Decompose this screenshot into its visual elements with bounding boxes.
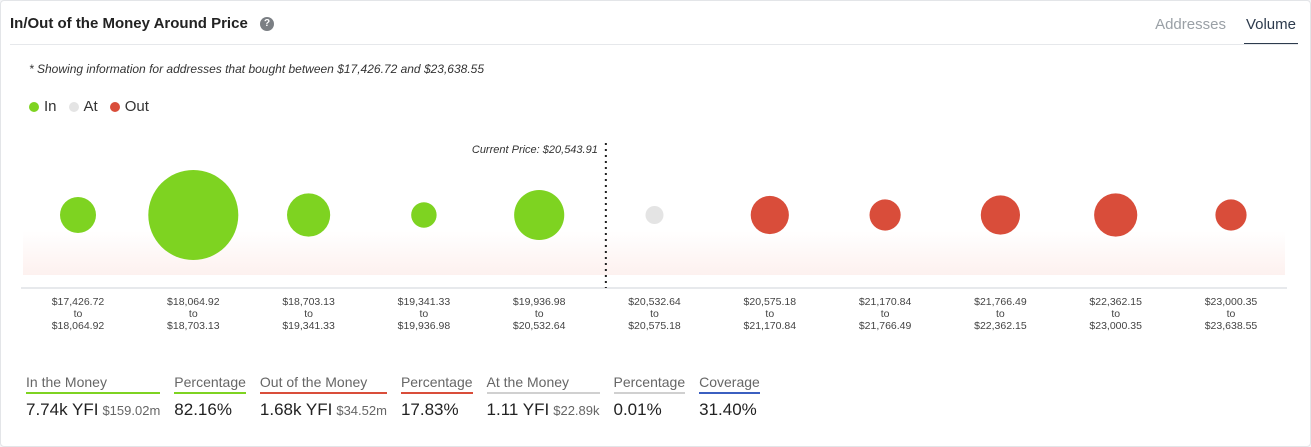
bubble-in[interactable] [148,170,239,260]
bubble-at[interactable] [645,206,664,224]
bubble-in[interactable] [514,189,565,241]
x-tick-to: to [881,308,890,320]
summary-value: 31.40% [699,400,760,420]
bubble-out[interactable] [869,199,901,231]
bubble-out[interactable] [1094,193,1138,237]
summary-value-main: 17.83% [400,400,459,419]
summary-label: Coverage [699,374,760,394]
summary-value-main: 82.16% [174,400,232,419]
summary-label: Percentage [400,374,473,394]
x-tick-from: $22,362.15 [1089,296,1142,308]
tab-volume[interactable]: Volume [1243,16,1298,45]
x-tick-to: to [304,308,313,320]
summary-value-main: 1.11 YFI [486,400,550,419]
x-tick-from: $18,703.13 [282,296,335,308]
tab-addresses[interactable]: Addresses [1155,16,1226,33]
x-tick-to: to [189,308,198,320]
x-tick-from: $20,532.64 [628,296,681,308]
summary-value: 1.11 YFI $22.89k [487,400,600,420]
x-tick-from: $20,575.18 [744,296,797,308]
summary-block: Percentage 17.83% [400,374,473,420]
summary-value: 17.83% [401,400,473,420]
x-tick-from: $21,170.84 [859,296,912,308]
legend-label-at: At [83,98,98,115]
summary-label: Percentage [613,374,686,394]
summary-value: 0.01% [614,400,686,420]
x-tick-upto: $21,170.84 [744,320,797,332]
bubble-out[interactable] [980,195,1021,235]
summary-block: Percentage 82.16% [174,374,246,420]
x-tick-upto: $18,064.92 [52,320,105,332]
legend: In At Out [29,98,149,115]
legend-item-at[interactable]: At [68,98,98,115]
summary-block: At the Money 1.11 YFI $22.89k [486,374,600,420]
x-tick-upto: $20,575.18 [628,320,681,332]
legend-dot-out [109,101,120,112]
x-tick-upto: $22,362.15 [974,320,1027,332]
money-bubble-chart: Current Price: $20,543.91 $17,426.72to$1… [21,143,1287,332]
bubble-group [60,170,1247,260]
summary-value-main: 0.01% [613,400,662,419]
summary-value-main: 7.74k YFI [26,400,99,419]
x-tick-to: to [1227,308,1236,320]
x-tick-to: to [1111,308,1120,320]
panel-title: In/Out of the Money Around Price [10,15,248,32]
legend-dot-at [68,101,79,112]
header-divider [10,44,1298,45]
current-price-label: Current Price: $20,543.91 [472,144,598,156]
bubble-in[interactable] [411,202,437,228]
x-tick-to: to [535,308,544,320]
bubble-in[interactable] [60,197,96,233]
summary-block: Percentage 0.01% [613,374,686,420]
x-tick-from: $23,000.35 [1205,296,1258,308]
bubble-out[interactable] [1215,199,1247,231]
x-tick-from: $19,341.33 [398,296,451,308]
summary-label: At the Money [486,374,600,394]
summary-label: In the Money [26,374,161,394]
x-tick-upto: $18,703.13 [167,320,220,332]
summary-value: 1.68k YFI $34.52m [260,400,387,420]
view-tabs: Addresses Volume [1153,16,1298,45]
x-tick-upto: $21,766.49 [859,320,912,332]
x-tick-upto: $19,936.98 [398,320,451,332]
x-tick-upto: $20,532.64 [513,320,566,332]
x-tick-to: to [74,308,83,320]
bubble-out[interactable] [750,195,789,235]
help-icon[interactable]: ? [260,17,274,31]
summary-bar: In the Money 7.74k YFI $159.02m Percentage 8… [26,374,774,420]
legend-item-in[interactable]: In [29,98,57,115]
summary-label: Percentage [174,374,246,394]
range-note: * Showing information for addresses that… [29,62,484,76]
legend-dot-in [29,101,39,112]
x-tick-upto: $19,341.33 [282,320,335,332]
summary-value: 7.74k YFI $159.02m [26,400,160,420]
summary-value-usd: $34.52m [336,403,387,418]
summary-block: Out of the Money 1.68k YFI $34.52m [259,374,387,420]
summary-block: Coverage 31.40% [699,374,760,420]
x-tick-from: $18,064.92 [167,296,220,308]
summary-value-usd: $22.89k [553,403,600,418]
summary-value: 82.16% [174,400,246,420]
x-tick-to: to [420,308,429,320]
x-tick-upto: $23,000.35 [1089,320,1142,332]
x-tick-from: $17,426.72 [52,296,105,308]
bubble-in[interactable] [287,193,331,237]
x-tick-from: $21,766.49 [974,296,1027,308]
summary-value-main: 31.40% [699,400,757,419]
x-tick-to: to [996,308,1005,320]
x-tick-labels: $17,426.72to$18,064.92$18,064.92to$18,70… [52,296,1258,332]
legend-label-out: Out [124,98,149,115]
plot-background [23,231,1285,275]
x-tick-to: to [650,308,659,320]
summary-label: Out of the Money [259,374,387,394]
x-tick-upto: $23,638.55 [1205,320,1258,332]
x-tick-from: $19,936.98 [513,296,566,308]
legend-item-out[interactable]: Out [109,98,149,115]
summary-value-usd: $159.02m [102,403,161,418]
x-tick-to: to [765,308,774,320]
summary-value-main: 1.68k YFI [259,400,333,419]
summary-block: In the Money 7.74k YFI $159.02m [26,374,161,420]
legend-label-in: In [44,98,57,115]
